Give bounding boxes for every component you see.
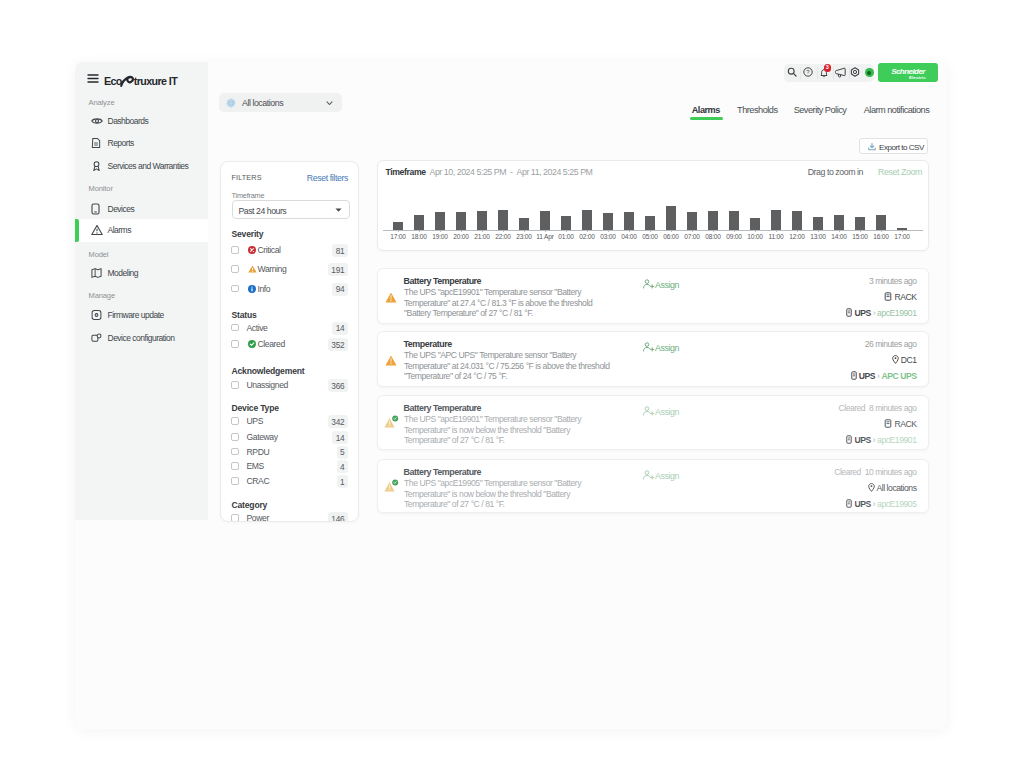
svg-text:?: ?	[806, 69, 810, 75]
